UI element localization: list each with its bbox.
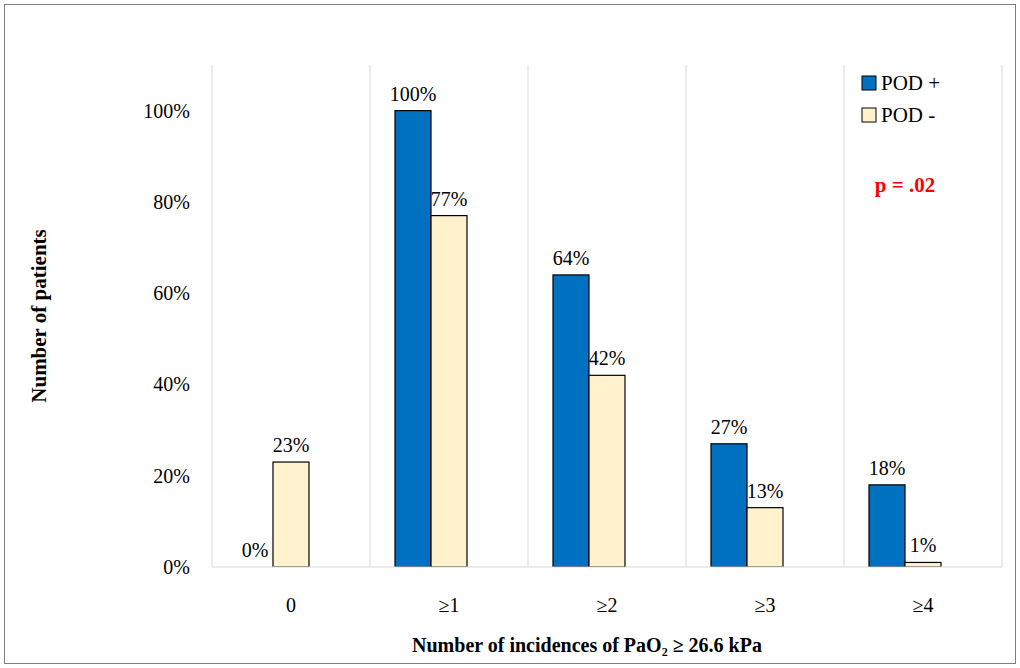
bar [711, 444, 747, 567]
category-separator [1002, 65, 1003, 567]
bar [905, 562, 941, 567]
bar [431, 216, 467, 567]
data-label: 64% [553, 247, 590, 269]
legend-label: POD + [881, 71, 940, 95]
x-axis-title: Number of incidences of PaO₂ ≥ 26.6 kPa [412, 634, 762, 656]
bars [273, 111, 941, 567]
y-axis-line [212, 65, 213, 567]
category-separator [686, 65, 687, 567]
x-tick-label: 0 [286, 594, 296, 616]
y-tick-label: 0% [163, 556, 190, 578]
bar [747, 508, 783, 567]
legend-swatch [862, 76, 876, 90]
y-tick-label: 20% [153, 465, 190, 487]
bar [589, 375, 625, 567]
y-tick-label: 40% [153, 373, 190, 395]
data-label: 18% [869, 457, 906, 479]
x-tick-label: ≥2 [597, 594, 618, 616]
legend-label: POD - [881, 103, 935, 127]
y-tick-label: 60% [153, 282, 190, 304]
y-tick-label: 80% [153, 191, 190, 213]
category-separator [844, 65, 845, 567]
data-label: 100% [390, 83, 437, 105]
data-label: 0% [242, 539, 269, 561]
x-tick-label: ≥1 [439, 594, 460, 616]
data-label: 23% [273, 434, 310, 456]
data-label: 13% [747, 480, 784, 502]
bar [869, 485, 905, 567]
y-tick-label: 100% [143, 100, 190, 122]
annotation: p = .02 [875, 173, 935, 197]
data-label: 42% [589, 347, 626, 369]
x-tick-label: ≥4 [913, 594, 934, 616]
data-label: 77% [431, 188, 468, 210]
outer-frame [5, 5, 1016, 664]
category-separator [370, 65, 371, 567]
bar [395, 111, 431, 567]
bar [553, 275, 589, 567]
data-label: 1% [910, 534, 937, 556]
x-tick-label: ≥3 [755, 594, 776, 616]
y-axis-title: Number of patients [27, 229, 51, 402]
chart-root: 0% 20% 40% 60% 80% 100% 0% 100% 64% 27% 18% 23% 77% 4… [0, 0, 1020, 668]
legend-swatch [862, 108, 876, 122]
x-axis-line [212, 567, 1002, 568]
category-separator [528, 65, 529, 567]
chart: 0% 20% 40% 60% 80% 100% 0% 100% 64% 27% 18% 23% 77% 4… [0, 0, 1020, 668]
bar [273, 462, 309, 567]
data-label: 27% [711, 416, 748, 438]
